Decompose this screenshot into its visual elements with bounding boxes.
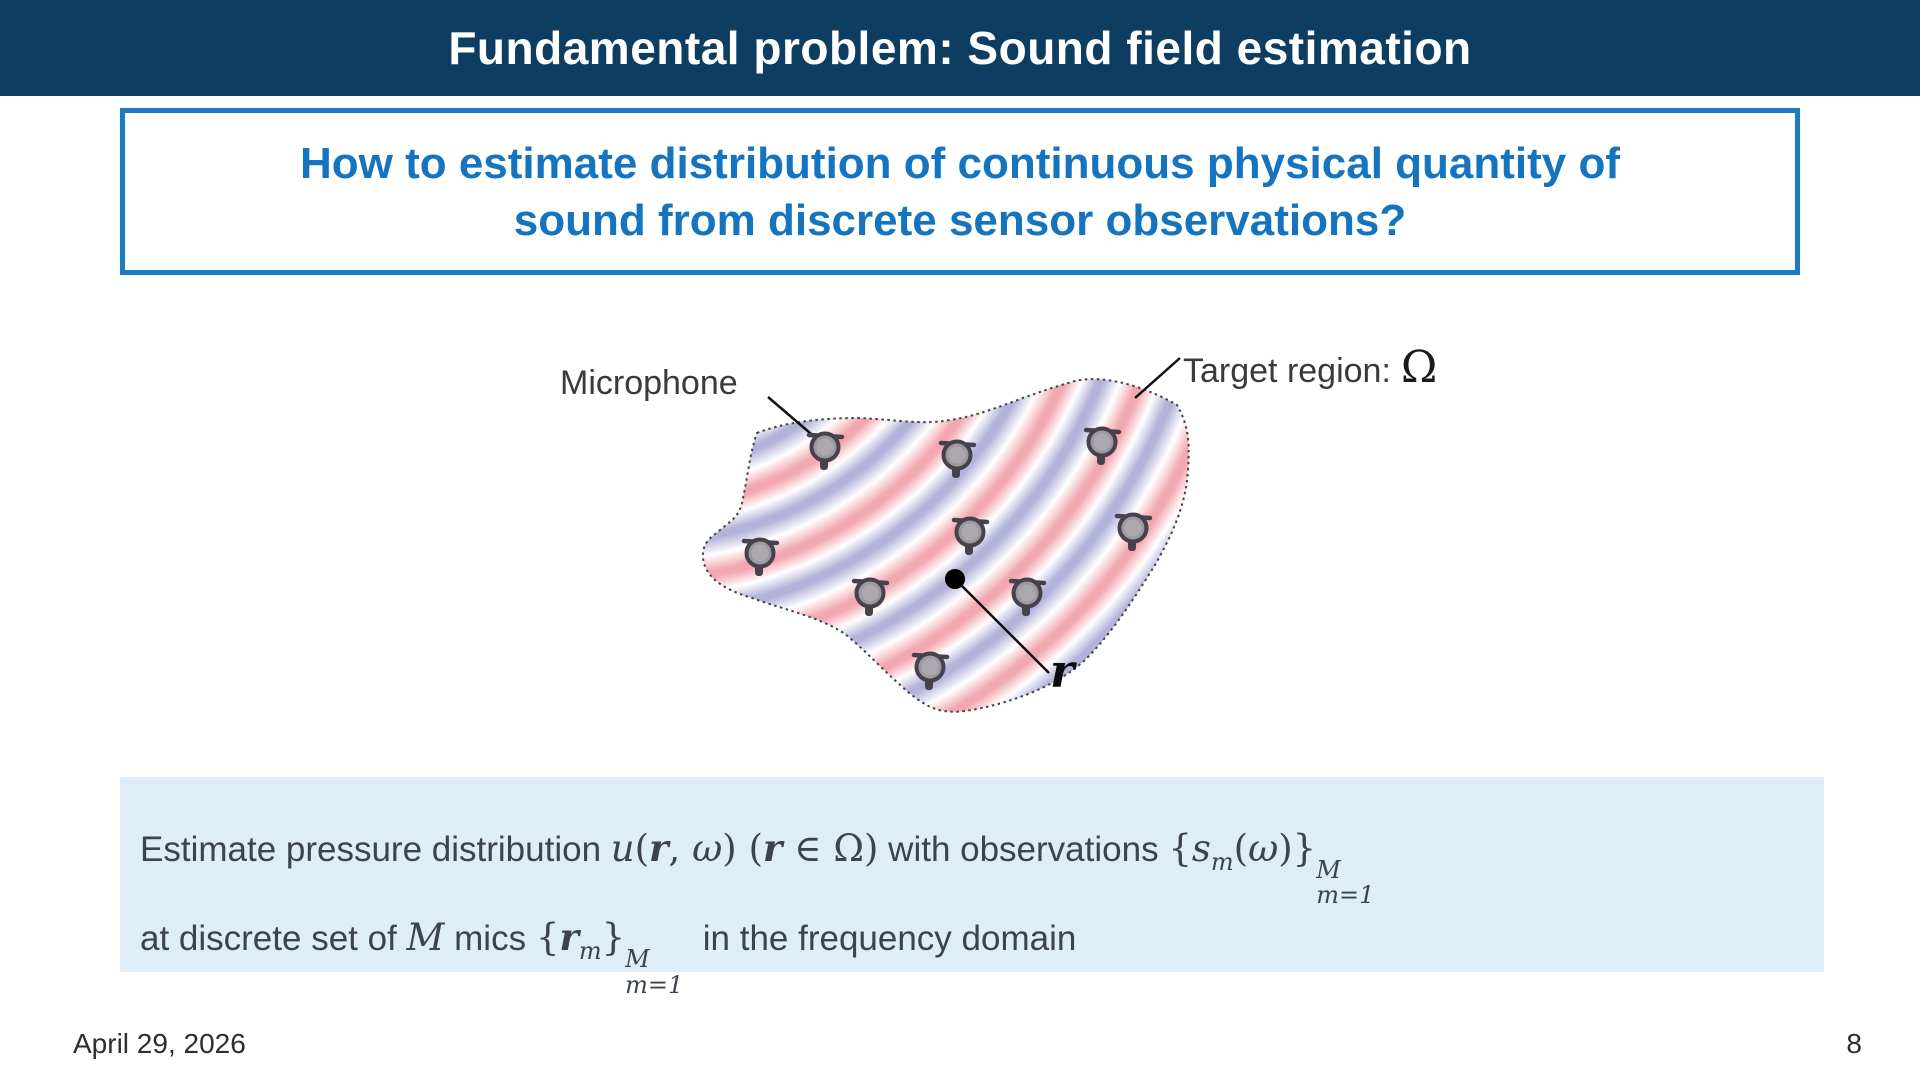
point-leader-line [957, 581, 1050, 674]
observation-point-dot [945, 569, 965, 589]
math-symbol: { [1168, 827, 1192, 870]
math-symbol: M [406, 916, 445, 960]
statement-text: Estimate pressure distribution [140, 830, 611, 869]
math-symbol: r [762, 826, 783, 870]
math-symbol: , [668, 827, 693, 870]
math-symbol: r [649, 826, 669, 870]
target-leader-line [1134, 357, 1181, 399]
math-symbol: } [601, 916, 626, 960]
math-symbol: )} [1278, 827, 1317, 870]
question-line-2: sound from discrete sensor observations? [513, 195, 1407, 245]
sound-field-diagram [701, 357, 1190, 713]
page-number: 8 [1846, 1028, 1862, 1059]
question-line-1: How to estimate distribution of continuo… [299, 138, 1621, 188]
math-symbol: ∈ [782, 827, 834, 870]
statement-text: with observations [878, 830, 1169, 869]
math-symbol: ( [1233, 827, 1249, 870]
math-symbol: ω [692, 827, 723, 870]
math-symbol: m [1210, 848, 1234, 876]
microphone-label: Microphone [560, 364, 738, 402]
microphone-leader-line [767, 396, 818, 440]
math-symbol: m [578, 937, 602, 966]
slide-title-bar: Fundamental problem: Sound field estimat… [0, 0, 1920, 96]
math-symbol: u [610, 827, 635, 870]
target-region-symbol: Ω [1400, 342, 1438, 393]
statement-box: Estimate pressure distribution u(r, ω) (… [120, 777, 1824, 997]
math-symbol: ( [634, 827, 650, 870]
math-symbol: r [559, 915, 579, 960]
statement-text: in the frequency domain [683, 919, 1077, 959]
statement-text: at discrete set of [140, 919, 407, 959]
question-box: How to estimate distribution of continuo… [120, 108, 1800, 275]
statement-line1: Estimate pressure distribution u(r, ω) (… [140, 819, 1824, 908]
footer-date: April 29, 2026 [73, 1028, 246, 1059]
math-symbol: Ω [833, 827, 864, 870]
point-label: r [1050, 644, 1075, 698]
target-region-blob [701, 378, 1190, 713]
slide-title: Fundamental problem: Sound field estimat… [448, 22, 1472, 74]
math-symbol: ) ( [722, 827, 763, 870]
math-symbol: s [1191, 827, 1211, 870]
statement-text: mics [444, 919, 536, 959]
math-symbol: { [535, 916, 560, 960]
target-region-text: Target region: [1183, 352, 1391, 390]
math-symbol: ) [864, 827, 879, 870]
math-symbol: ω [1248, 827, 1279, 870]
target-region-label: Target region: Ω [1183, 342, 1437, 393]
